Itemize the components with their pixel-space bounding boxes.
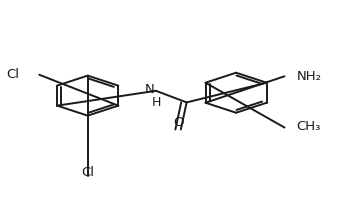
Text: NH₂: NH₂ xyxy=(296,70,322,83)
Text: H: H xyxy=(152,96,161,109)
Text: O: O xyxy=(173,115,183,129)
Text: N: N xyxy=(144,83,154,96)
Text: CH₃: CH₃ xyxy=(296,120,321,133)
Text: Cl: Cl xyxy=(81,166,94,179)
Text: Cl: Cl xyxy=(6,68,19,81)
